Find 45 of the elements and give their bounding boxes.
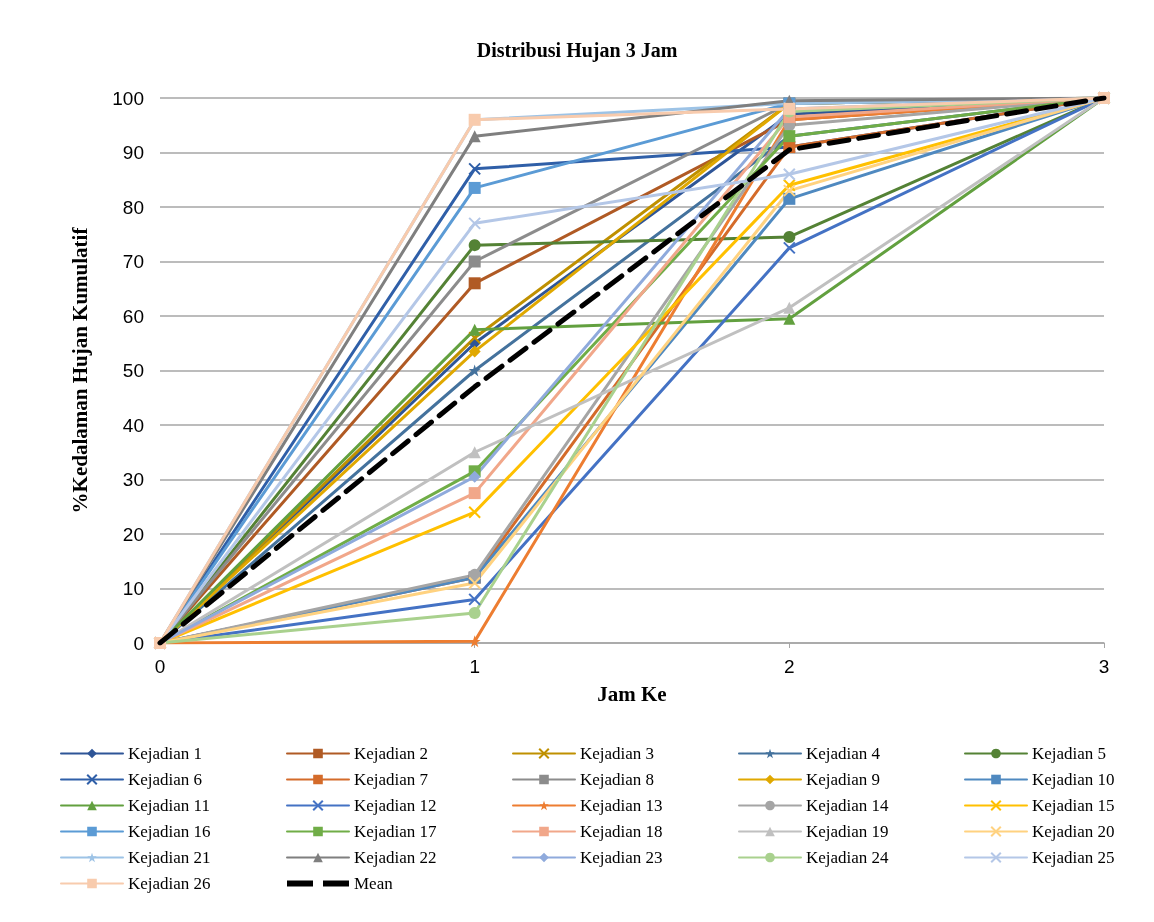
y-tick-label: 70 [122,251,144,272]
x-tick-label: 0 [154,656,166,677]
legend-label: Kejadian 23 [580,848,663,867]
x-tick-label: 2 [784,656,795,677]
legend-label: Kejadian 25 [1032,848,1115,867]
legend-label: Kejadian 2 [354,744,429,763]
legend-label: Kejadian 3 [580,744,655,763]
legend-label: Kejadian 8 [580,770,655,789]
legend-label: Kejadian 18 [580,822,663,841]
x-tick-label: 3 [1098,656,1110,677]
legend-label: Kejadian 22 [354,848,437,867]
y-tick-label: 0 [133,632,144,654]
legend-label: Mean [354,874,394,893]
y-tick-label: 90 [122,142,144,163]
legend-label: Kejadian 21 [128,848,211,867]
legend-label: Kejadian 19 [806,822,889,841]
legend-label: Kejadian 6 [128,770,203,789]
legend-label: Kejadian 12 [354,796,437,815]
legend-label: Kejadian 13 [580,796,663,815]
y-axis-title: %Kedalaman Hujan Kumulatif [67,226,92,514]
x-axis-title: Jam Ke [597,681,667,706]
legend-label: Kejadian 4 [806,744,881,763]
legend-label: Kejadian 20 [1032,822,1115,841]
legend-label: Kejadian 14 [806,796,890,815]
legend-label: Kejadian 15 [1032,796,1115,815]
legend-label: Kejadian 16 [128,822,211,841]
y-tick-label: 50 [122,360,144,381]
legend-label: Kejadian 1 [128,744,203,763]
y-tick-label: 60 [122,305,144,327]
chart-title: Distribusi Hujan 3 Jam [476,39,678,62]
x-tick-label: 1 [469,656,480,677]
y-tick-label: 10 [122,578,144,599]
legend-label: Kejadian 9 [806,770,881,789]
legend-label: Kejadian 11 [128,796,210,815]
legend-label: Kejadian 24 [806,848,890,867]
y-tick-label: 30 [122,469,144,490]
y-tick-label: 20 [122,523,144,545]
y-tick-label: 100 [112,87,144,109]
legend-label: Kejadian 26 [128,874,211,893]
legend-label: Kejadian 5 [1032,744,1107,763]
y-tick-label: 40 [122,414,144,436]
legend-label: Kejadian 10 [1032,770,1115,789]
legend-label: Kejadian 17 [354,822,438,841]
y-tick-label: 80 [122,196,144,218]
legend-label: Kejadian 7 [354,770,429,789]
